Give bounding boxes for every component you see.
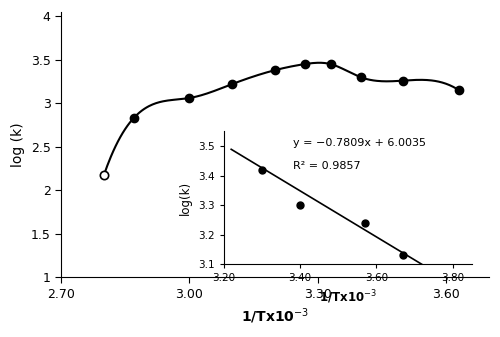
Y-axis label: log (k): log (k): [11, 122, 25, 167]
X-axis label: 1/Tx10$^{-3}$: 1/Tx10$^{-3}$: [241, 306, 309, 326]
